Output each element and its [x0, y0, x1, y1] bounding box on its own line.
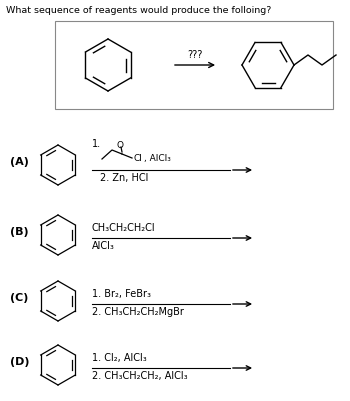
- Text: CH₃CH₂CH₂Cl: CH₃CH₂CH₂Cl: [92, 223, 156, 233]
- Text: (A): (A): [10, 157, 29, 166]
- Text: 1.: 1.: [92, 139, 101, 149]
- Text: (B): (B): [10, 227, 29, 237]
- Text: What sequence of reagents would produce the folloing?: What sequence of reagents would produce …: [6, 6, 271, 15]
- Text: 2. Zn, HCl: 2. Zn, HCl: [100, 172, 148, 182]
- Text: Cl: Cl: [133, 154, 142, 163]
- Text: 2. CH₃CH₂CH₂, AlCl₃: 2. CH₃CH₂CH₂, AlCl₃: [92, 370, 188, 380]
- Text: O: O: [117, 141, 124, 150]
- Text: (C): (C): [10, 292, 28, 302]
- Text: 2. CH₃CH₂CH₂MgBr: 2. CH₃CH₂CH₂MgBr: [92, 306, 184, 316]
- Text: , AlCl₃: , AlCl₃: [144, 154, 171, 163]
- Bar: [55, 22, 333, 110]
- Text: AlCl₃: AlCl₃: [92, 241, 115, 250]
- Text: 1. Br₂, FeBr₃: 1. Br₂, FeBr₃: [92, 288, 151, 298]
- Text: 1. Cl₂, AlCl₃: 1. Cl₂, AlCl₃: [92, 352, 147, 362]
- Text: ???: ???: [187, 50, 203, 60]
- Text: (D): (D): [10, 356, 29, 366]
